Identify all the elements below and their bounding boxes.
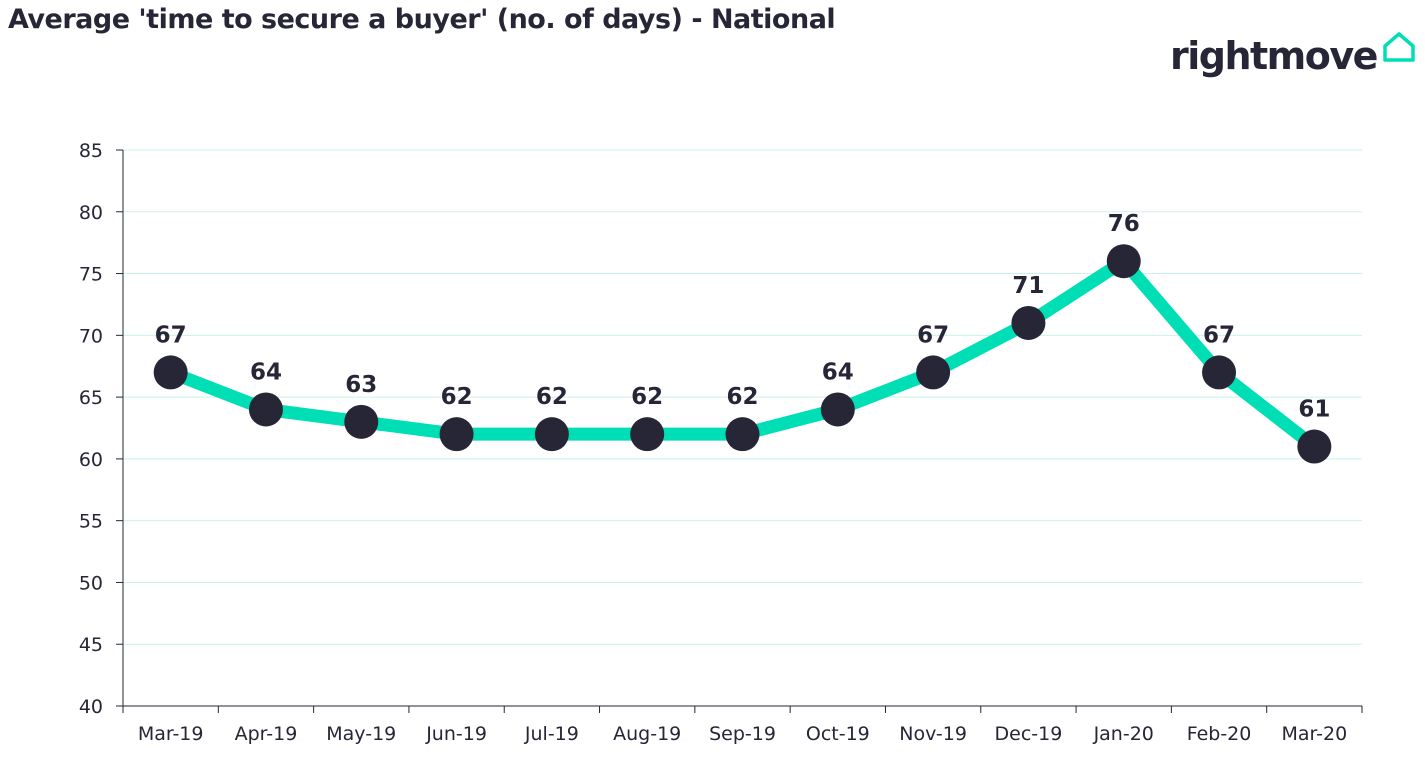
data-label: 62	[536, 384, 568, 410]
data-label: 64	[822, 359, 854, 385]
data-point	[439, 417, 474, 452]
y-tick-label: 80	[79, 202, 103, 224]
data-point	[1202, 355, 1237, 390]
y-tick-label: 65	[79, 387, 103, 409]
data-point	[1011, 305, 1046, 340]
data-label: 71	[1012, 273, 1044, 299]
y-tick-label: 60	[79, 449, 103, 471]
data-point	[1106, 244, 1141, 279]
y-tick-label: 85	[79, 140, 103, 162]
data-point	[153, 355, 188, 390]
data-label: 67	[155, 322, 187, 348]
gridlines	[123, 149, 1362, 645]
data-point	[248, 392, 283, 427]
data-labels: 67 64 63 62 62 62 62 64 67 71 76 67 61	[155, 211, 1331, 422]
data-point	[344, 404, 379, 439]
data-label: 63	[345, 372, 377, 398]
data-points	[153, 244, 1332, 464]
x-tick-label: Jan-20	[1093, 723, 1154, 745]
x-tick-label: Aug-19	[613, 723, 681, 745]
data-label: 67	[1203, 322, 1235, 348]
x-tick-label: May-19	[326, 723, 396, 745]
x-tick-label: Mar-20	[1282, 723, 1348, 745]
house-outline-icon	[1381, 30, 1417, 68]
x-tick-label: Sep-19	[709, 723, 776, 745]
x-tick-label: Dec-19	[995, 723, 1063, 745]
rightmove-logo: rightmove	[1170, 30, 1417, 86]
y-tick-label: 40	[79, 696, 103, 718]
logo-wordmark: rightmove	[1170, 34, 1378, 78]
data-point	[534, 417, 569, 452]
y-tick-labels: 40 45 50 55 60 65 70 75 80 85	[79, 140, 103, 718]
axes	[116, 149, 1363, 713]
data-label: 62	[441, 384, 473, 410]
x-tick-label: Feb-20	[1187, 723, 1252, 745]
x-tick-label: Jun-19	[425, 723, 487, 745]
y-tick-label: 70	[79, 325, 103, 347]
y-tick-label: 45	[79, 634, 103, 656]
data-point	[916, 355, 951, 390]
data-label: 64	[250, 359, 282, 385]
data-point	[725, 417, 760, 452]
data-point	[630, 417, 665, 452]
data-label: 62	[726, 384, 758, 410]
y-tick-label: 55	[79, 511, 103, 533]
data-point	[820, 392, 855, 427]
data-label: 76	[1108, 211, 1140, 237]
data-label: 67	[917, 322, 949, 348]
data-label: 61	[1298, 397, 1330, 423]
y-tick-label: 50	[79, 572, 103, 594]
x-tick-label: Nov-19	[899, 723, 967, 745]
x-tick-labels: Mar-19 Apr-19 May-19 Jun-19 Jul-19 Aug-19 Sep-…	[138, 723, 1347, 745]
x-tick-label: Apr-19	[235, 723, 298, 745]
chart-title: Average 'time to secure a buyer' (no. of…	[8, 4, 836, 35]
data-label: 62	[631, 384, 663, 410]
data-point	[1297, 429, 1332, 464]
x-tick-label: Jul-19	[524, 723, 579, 745]
y-tick-label: 75	[79, 264, 103, 286]
x-tick-label: Oct-19	[806, 723, 870, 745]
x-tick-label: Mar-19	[138, 723, 204, 745]
